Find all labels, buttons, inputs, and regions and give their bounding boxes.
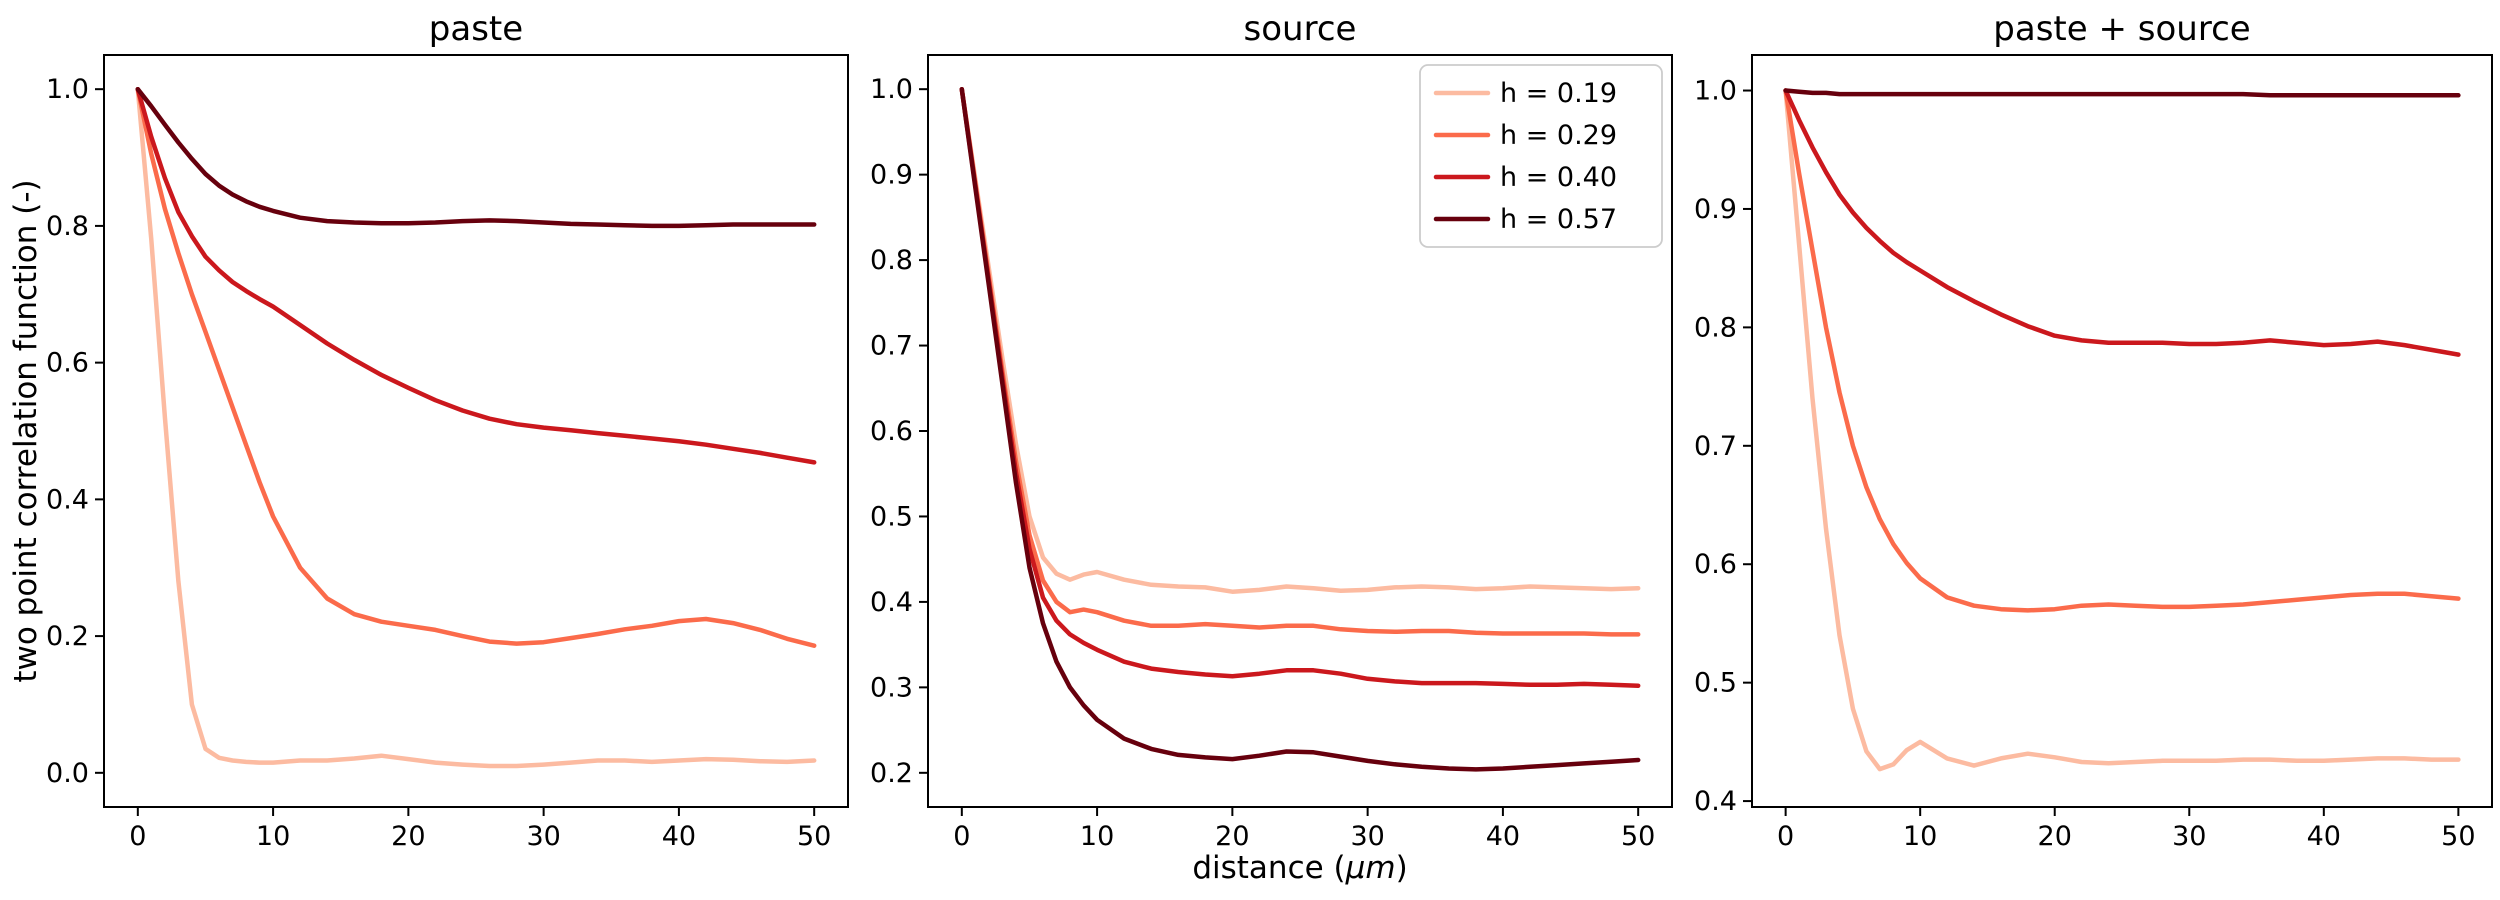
chart-title-paste-source: paste + source — [1993, 9, 2251, 49]
series-line-0.57 — [135, 86, 817, 229]
x-tick-label: 50 — [797, 821, 831, 852]
y-tick-label: 0.3 — [870, 672, 913, 703]
series-line-0.19 — [1783, 88, 2461, 772]
series-line-0.57 — [959, 86, 1641, 772]
legend-label: h = 0.57 — [1500, 204, 1617, 235]
chart-title-source: source — [1243, 9, 1357, 49]
x-tick-label: 40 — [2307, 821, 2341, 852]
x-tick-label: 10 — [256, 821, 290, 852]
x-tick-label: 50 — [1621, 821, 1655, 852]
y-tick-label: 0.9 — [1694, 194, 1737, 225]
legend: h = 0.19 h = 0.29 h = 0.40 h = 0.57 — [1419, 64, 1663, 248]
x-tick-label: 10 — [1080, 821, 1114, 852]
series-line-0.40 — [135, 86, 817, 465]
plot-border — [927, 54, 1673, 808]
legend-label: h = 0.40 — [1500, 162, 1617, 193]
series-line-0.57 — [1783, 88, 2461, 98]
plot-border — [103, 54, 849, 808]
series-line-0.19 — [959, 86, 1641, 594]
series-line-0.29 — [135, 86, 817, 648]
y-tick-label: 0.6 — [870, 416, 913, 447]
panel-1: 0 10 20 30 40 50 0.0 0.2 0.4 0.6 0.8 1.0 — [46, 54, 849, 852]
y-tick-label: 0.5 — [870, 501, 913, 532]
y-tick-label: 1.0 — [870, 74, 913, 105]
series-line-0.29 — [959, 86, 1641, 637]
y-tick-label: 0.8 — [1694, 312, 1737, 343]
x-tick-label: 30 — [1350, 821, 1384, 852]
y-tick-label: 0.2 — [46, 621, 89, 652]
x-tick-label: 50 — [2441, 821, 2475, 852]
legend-label: h = 0.19 — [1500, 78, 1617, 109]
y-tick-label: 0.8 — [870, 245, 913, 276]
y-tick-label: 0.8 — [46, 211, 89, 242]
x-tick-label: 0 — [1777, 821, 1794, 852]
x-tick-label: 30 — [2172, 821, 2206, 852]
y-axis-label: two point correlation function (-) — [8, 179, 44, 683]
y-tick-label: 0.4 — [46, 484, 89, 515]
x-axis-label-prefix: distance ( — [1192, 850, 1346, 886]
x-tick-label: 20 — [391, 821, 425, 852]
y-tick-label: 0.5 — [1694, 668, 1737, 699]
x-tick-label: 30 — [526, 821, 560, 852]
panel-2: 0 10 20 30 40 50 0.2 0.3 0.4 0.5 0.6 0.7 0.8 0.9 1.0 h … — [870, 54, 1673, 852]
x-axis-label-suffix: ) — [1395, 850, 1408, 886]
series-line-0.40 — [959, 86, 1641, 688]
y-tick-label: 0.4 — [870, 587, 913, 618]
plot-border — [1751, 54, 2493, 808]
x-tick-label: 40 — [662, 821, 696, 852]
series-line-0.29 — [1783, 88, 2461, 613]
y-tick-label: 1.0 — [46, 74, 89, 105]
y-tick-label: 0.4 — [1694, 786, 1737, 817]
legend-label: h = 0.29 — [1500, 120, 1617, 151]
series-line-0.19 — [135, 86, 817, 769]
y-tick-label: 0.7 — [1694, 431, 1737, 462]
y-tick-label: 1.0 — [1694, 76, 1737, 107]
x-tick-label: 0 — [953, 821, 970, 852]
x-axis-label: distance (μm) — [928, 846, 1672, 890]
y-tick-label: 0.9 — [870, 160, 913, 191]
chart-title-paste: paste — [428, 9, 524, 49]
y-tick-label: 0.0 — [46, 758, 89, 789]
y-tick-label: 0.7 — [870, 331, 913, 362]
x-tick-label: 20 — [1215, 821, 1249, 852]
y-tick-label: 0.2 — [870, 758, 913, 789]
y-tick-label: 0.6 — [1694, 549, 1737, 580]
legend-box — [1419, 64, 1663, 248]
x-axis-label-unit: μm — [1345, 850, 1396, 886]
x-tick-label: 40 — [1486, 821, 1520, 852]
x-tick-label: 20 — [2038, 821, 2072, 852]
panel-3: 0 10 20 30 40 50 0.4 0.5 0.6 0.7 0.8 0.9 1.0 — [1694, 54, 2493, 852]
y-tick-label: 0.6 — [46, 348, 89, 379]
x-tick-label: 0 — [129, 821, 146, 852]
x-tick-label: 10 — [1903, 821, 1937, 852]
series-line-0.40 — [1783, 88, 2461, 357]
